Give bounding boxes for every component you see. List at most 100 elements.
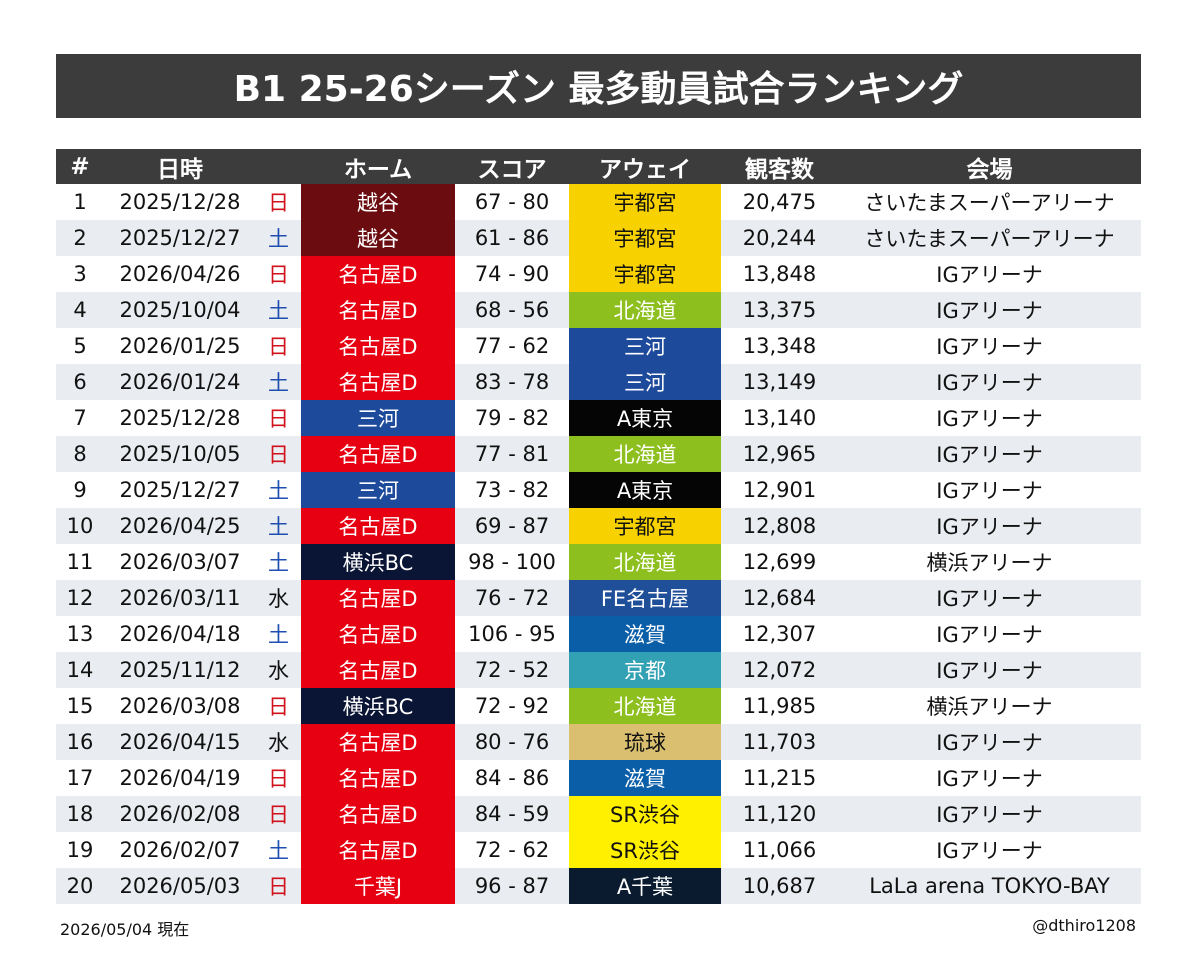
home-team-cell: 三河 bbox=[301, 400, 455, 436]
rank-cell: 15 bbox=[56, 688, 104, 724]
header-date: 日時 bbox=[104, 149, 256, 184]
header-attendance: 観客数 bbox=[721, 149, 838, 184]
weekday-cell: 水 bbox=[256, 652, 301, 688]
away-team-cell: A東京 bbox=[569, 472, 721, 508]
away-team-cell: SR渋谷 bbox=[569, 796, 721, 832]
attendance-cell: 12,965 bbox=[721, 436, 838, 472]
score-cell: 72 - 92 bbox=[455, 688, 569, 724]
away-team-cell: 北海道 bbox=[569, 544, 721, 580]
date-cell: 2025/10/04 bbox=[104, 292, 256, 328]
table-row: 1 2025/12/28 日越谷 67 - 80 宇都宮 20,475 さいたまスーパーアリ… bbox=[56, 184, 1141, 220]
attendance-cell: 13,375 bbox=[721, 292, 838, 328]
date-cell: 2026/04/19 bbox=[104, 760, 256, 796]
date-cell: 2026/01/25 bbox=[104, 328, 256, 364]
venue-cell: IGアリーナ bbox=[838, 364, 1141, 400]
weekday-cell: 土 bbox=[256, 832, 301, 868]
rank-cell: 16 bbox=[56, 724, 104, 760]
score-cell: 72 - 52 bbox=[455, 652, 569, 688]
venue-cell: LaLa arena TOKYO-BAY bbox=[838, 868, 1141, 904]
score-cell: 77 - 81 bbox=[455, 436, 569, 472]
page-title: B1 25-26シーズン 最多動員試合ランキング bbox=[56, 54, 1141, 118]
score-cell: 84 - 59 bbox=[455, 796, 569, 832]
home-team-cell: 名古屋D bbox=[301, 292, 455, 328]
home-team-cell: 名古屋D bbox=[301, 724, 455, 760]
date-cell: 2026/04/25 bbox=[104, 508, 256, 544]
away-team-cell: 北海道 bbox=[569, 292, 721, 328]
home-team-cell: 横浜BC bbox=[301, 544, 455, 580]
away-team-cell: 北海道 bbox=[569, 688, 721, 724]
score-cell: 69 - 87 bbox=[455, 508, 569, 544]
score-cell: 61 - 86 bbox=[455, 220, 569, 256]
date-cell: 2026/04/26 bbox=[104, 256, 256, 292]
as-of-date: 2026/05/04 現在 bbox=[60, 920, 190, 939]
table-row: 17 2026/04/19 日名古屋D 84 - 86 滋賀 11,215 IGアリーナ bbox=[56, 760, 1141, 796]
weekday-cell: 土 bbox=[256, 472, 301, 508]
table-row: 7 2025/12/28 日三河 79 - 82 A東京 13,140 IGアリーナ bbox=[56, 400, 1141, 436]
table-row: 20 2026/05/03 日千葉J 96 - 87 A千葉 10,687 LaLa are… bbox=[56, 868, 1141, 904]
venue-cell: IGアリーナ bbox=[838, 472, 1141, 508]
venue-cell: IGアリーナ bbox=[838, 436, 1141, 472]
table-row: 19 2026/02/07 土名古屋D 72 - 62 SR渋谷 11,066 IGアリーナ bbox=[56, 832, 1141, 868]
home-team-cell: 名古屋D bbox=[301, 328, 455, 364]
score-cell: 68 - 56 bbox=[455, 292, 569, 328]
rank-cell: 20 bbox=[56, 868, 104, 904]
away-team-cell: 琉球 bbox=[569, 724, 721, 760]
venue-cell: さいたまスーパーアリーナ bbox=[838, 184, 1141, 220]
weekday-cell: 土 bbox=[256, 292, 301, 328]
attendance-cell: 10,687 bbox=[721, 868, 838, 904]
home-team-cell: 越谷 bbox=[301, 220, 455, 256]
header-home: ホーム bbox=[301, 149, 455, 184]
venue-cell: IGアリーナ bbox=[838, 580, 1141, 616]
away-team-cell: SR渋谷 bbox=[569, 832, 721, 868]
rank-cell: 2 bbox=[56, 220, 104, 256]
venue-cell: IGアリーナ bbox=[838, 652, 1141, 688]
attendance-cell: 11,703 bbox=[721, 724, 838, 760]
table-row: 3 2026/04/26 日名古屋D 74 - 90 宇都宮 13,848 IGアリーナ bbox=[56, 256, 1141, 292]
home-team-cell: 名古屋D bbox=[301, 580, 455, 616]
weekday-cell: 水 bbox=[256, 580, 301, 616]
score-cell: 80 - 76 bbox=[455, 724, 569, 760]
score-cell: 79 - 82 bbox=[455, 400, 569, 436]
away-team-cell: A千葉 bbox=[569, 868, 721, 904]
table-row: 13 2026/04/18 土名古屋D 106 - 95 滋賀 12,307 IGアリーナ bbox=[56, 616, 1141, 652]
table-row: 4 2025/10/04 土名古屋D 68 - 56 北海道 13,375 IGアリーナ bbox=[56, 292, 1141, 328]
venue-cell: IGアリーナ bbox=[838, 292, 1141, 328]
table-row: 2 2025/12/27 土越谷 61 - 86 宇都宮 20,244 さいたまスーパーアリ… bbox=[56, 220, 1141, 256]
away-team-cell: 宇都宮 bbox=[569, 184, 721, 220]
home-team-cell: 越谷 bbox=[301, 184, 455, 220]
score-cell: 96 - 87 bbox=[455, 868, 569, 904]
away-team-cell: 宇都宮 bbox=[569, 508, 721, 544]
table-row: 11 2026/03/07 土横浜BC 98 - 100 北海道 12,699 横浜アリーナ bbox=[56, 544, 1141, 580]
away-team-cell: A東京 bbox=[569, 400, 721, 436]
rank-cell: 5 bbox=[56, 328, 104, 364]
rank-cell: 4 bbox=[56, 292, 104, 328]
date-cell: 2026/04/15 bbox=[104, 724, 256, 760]
rank-cell: 12 bbox=[56, 580, 104, 616]
score-cell: 98 - 100 bbox=[455, 544, 569, 580]
date-cell: 2026/02/08 bbox=[104, 796, 256, 832]
score-cell: 67 - 80 bbox=[455, 184, 569, 220]
venue-cell: IGアリーナ bbox=[838, 796, 1141, 832]
date-cell: 2025/10/05 bbox=[104, 436, 256, 472]
header-rank: # bbox=[56, 149, 104, 184]
header-venue: 会場 bbox=[838, 149, 1141, 184]
date-cell: 2026/03/07 bbox=[104, 544, 256, 580]
weekday-cell: 水 bbox=[256, 724, 301, 760]
date-cell: 2026/05/03 bbox=[104, 868, 256, 904]
ranking-table: # 日時 ホーム スコア アウェイ 観客数 会場 1 2025/12/28 日越谷 6… bbox=[56, 149, 1141, 904]
table-row: 16 2026/04/15 水名古屋D 80 - 76 琉球 11,703 IGアリーナ bbox=[56, 724, 1141, 760]
table-row: 6 2026/01/24 土名古屋D 83 - 78 三河 13,149 IGアリーナ bbox=[56, 364, 1141, 400]
weekday-cell: 日 bbox=[256, 760, 301, 796]
weekday-cell: 土 bbox=[256, 508, 301, 544]
attendance-cell: 12,808 bbox=[721, 508, 838, 544]
venue-cell: IGアリーナ bbox=[838, 760, 1141, 796]
header-away: アウェイ bbox=[569, 149, 721, 184]
rank-cell: 18 bbox=[56, 796, 104, 832]
date-cell: 2026/04/18 bbox=[104, 616, 256, 652]
header-score: スコア bbox=[455, 149, 569, 184]
rank-cell: 7 bbox=[56, 400, 104, 436]
weekday-cell: 日 bbox=[256, 868, 301, 904]
home-team-cell: 横浜BC bbox=[301, 688, 455, 724]
rank-cell: 17 bbox=[56, 760, 104, 796]
weekday-cell: 日 bbox=[256, 796, 301, 832]
